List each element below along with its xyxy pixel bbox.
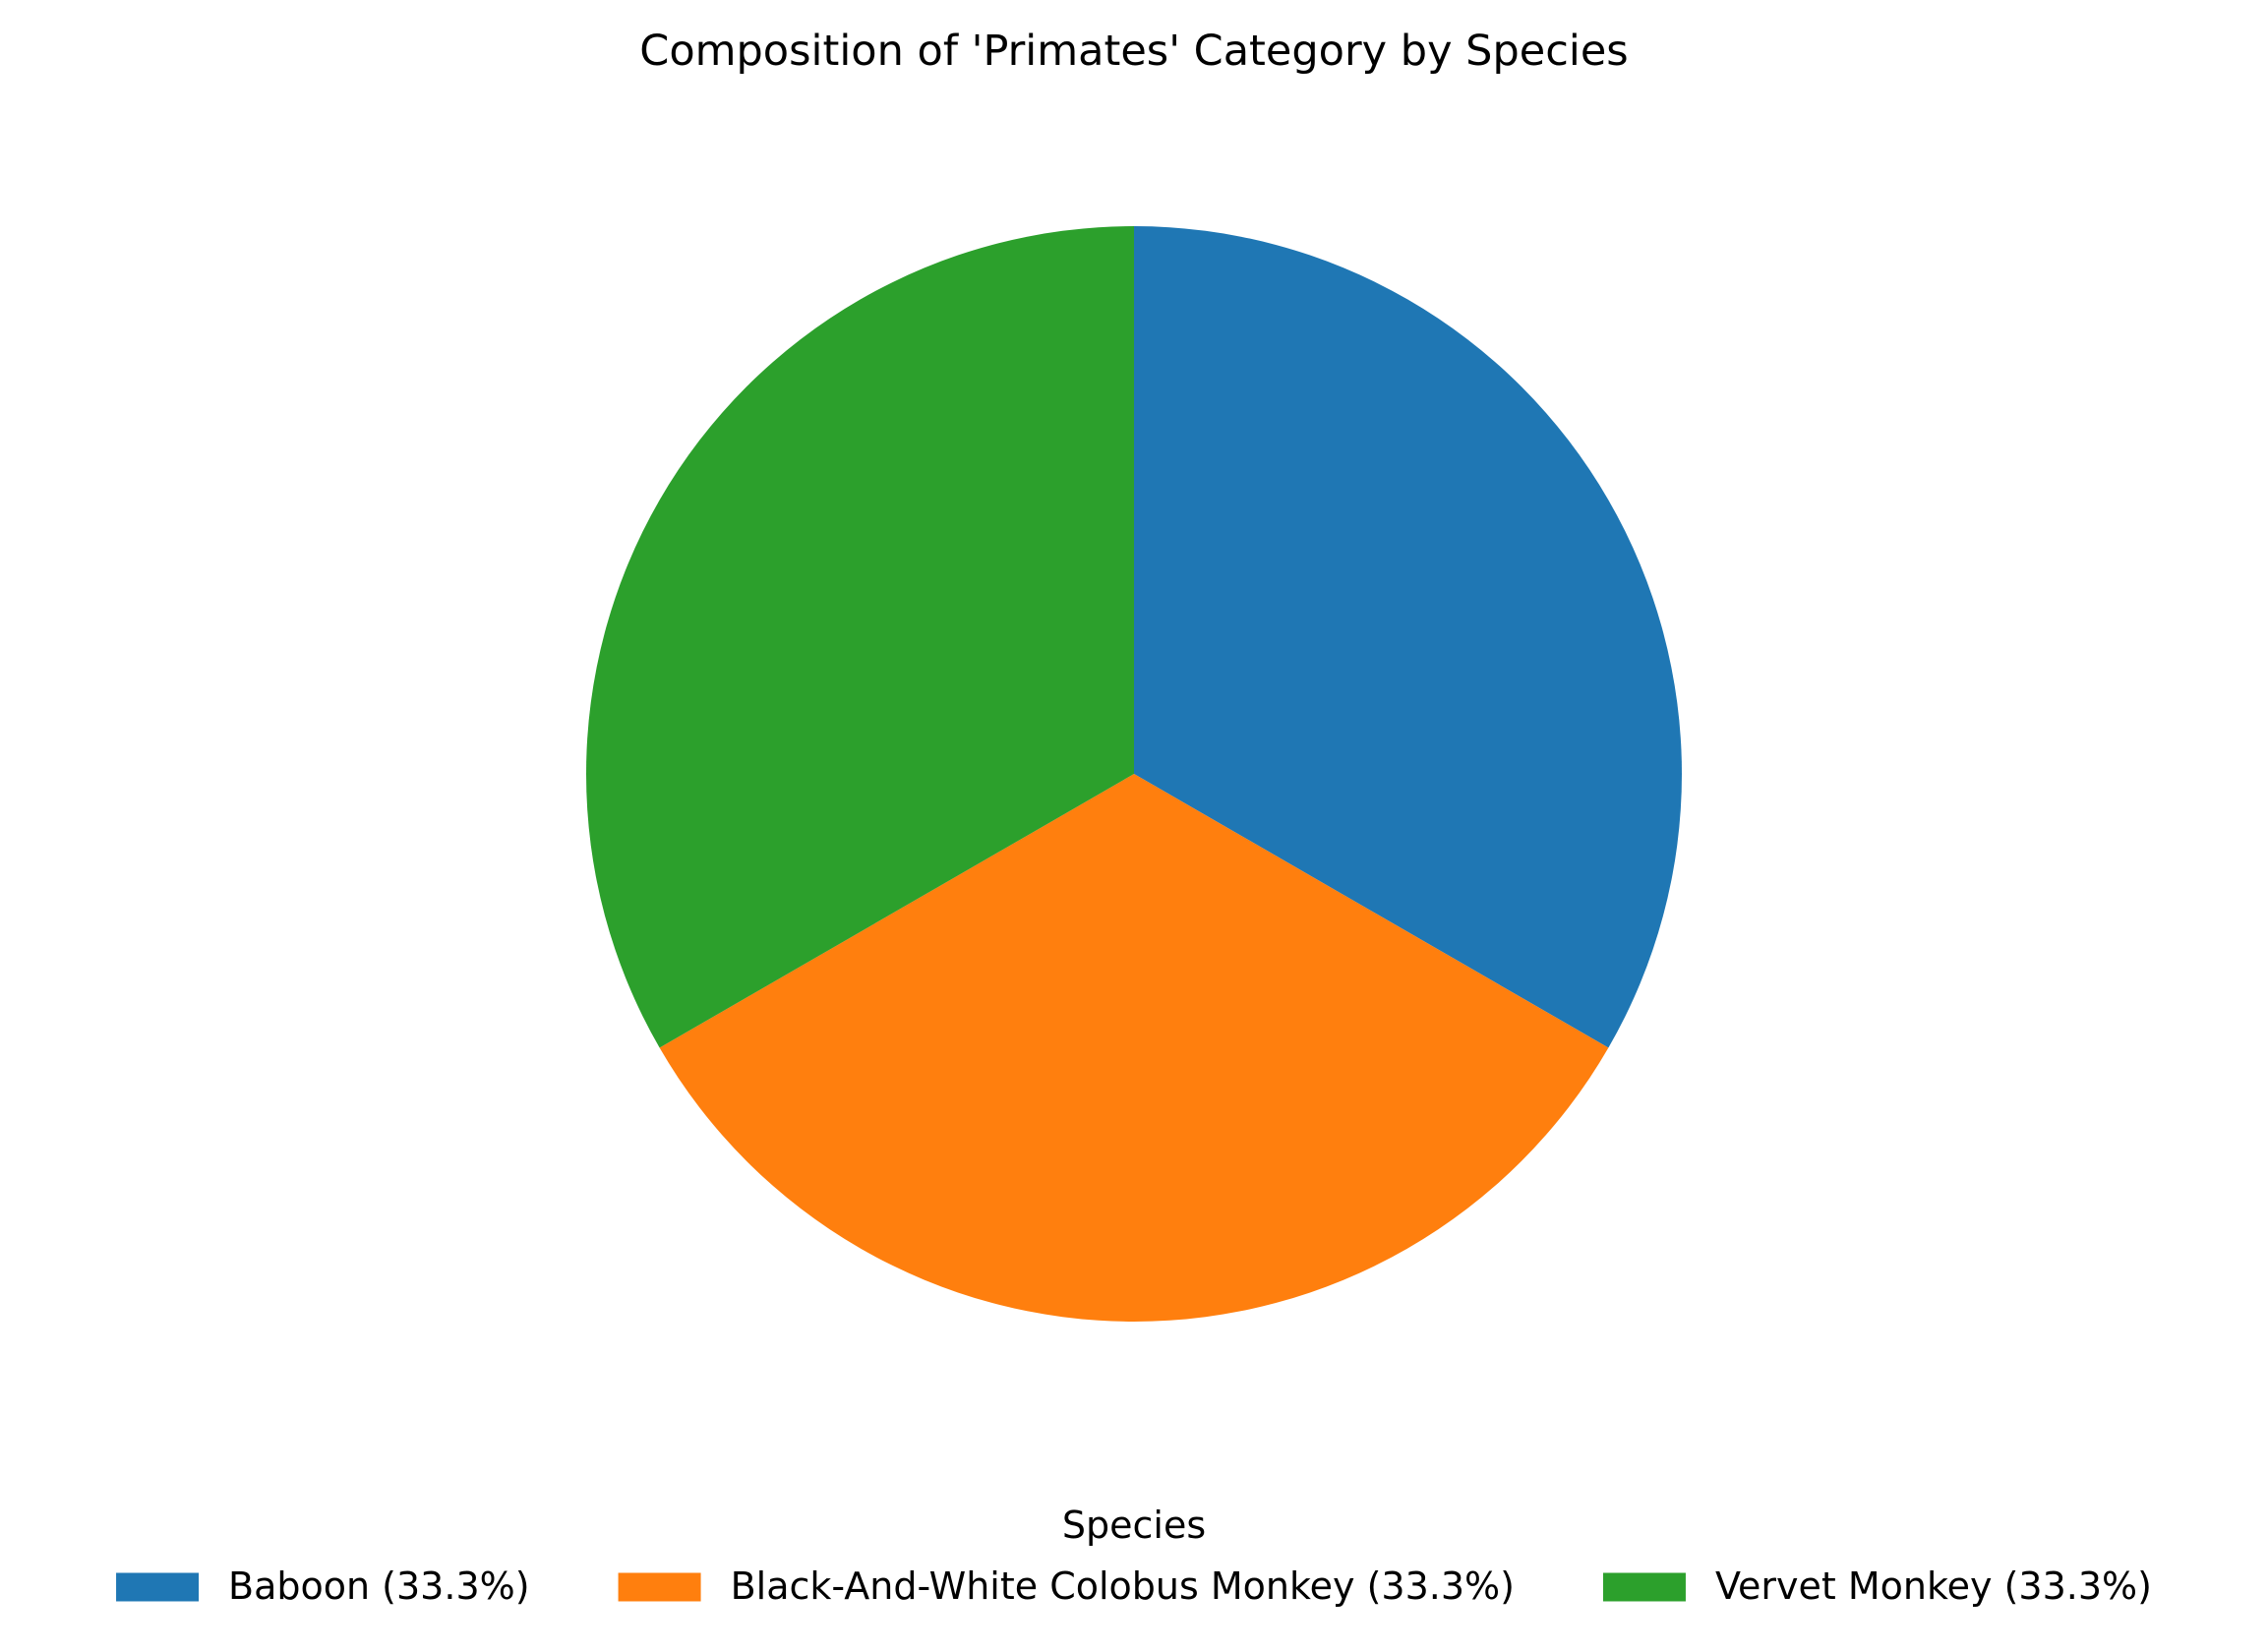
- legend-swatch: [116, 1572, 200, 1602]
- chart-title: Composition of 'Primates' Category by Sp…: [639, 27, 1628, 76]
- legend-item-vervet-monkey: Vervet Monkey (33.3%): [1602, 1564, 2152, 1608]
- legend-swatch: [1602, 1572, 1686, 1602]
- legend-item-baboon: Baboon (33.3%): [116, 1564, 530, 1608]
- legend-item-black-and-white-colobus-monkey: Black-And-White Colobus Monkey (33.3%): [618, 1564, 1515, 1608]
- legend-swatch: [618, 1572, 701, 1602]
- pie-slice-vervet-monkey: [586, 226, 1134, 1048]
- legend-title: Species: [1062, 1504, 1206, 1547]
- pie-slice-baboon: [1134, 226, 1682, 1048]
- legend: Baboon (33.3%) Black-And-White Colobus Mo…: [116, 1564, 2152, 1608]
- legend-label: Baboon (33.3%): [228, 1564, 530, 1608]
- pie-slice-black-and-white-colobus-monkey: [659, 774, 1609, 1322]
- legend-label: Black-And-White Colobus Monkey (33.3%): [731, 1564, 1515, 1608]
- legend-label: Vervet Monkey (33.3%): [1715, 1564, 2152, 1608]
- pie-slices: [586, 226, 1682, 1322]
